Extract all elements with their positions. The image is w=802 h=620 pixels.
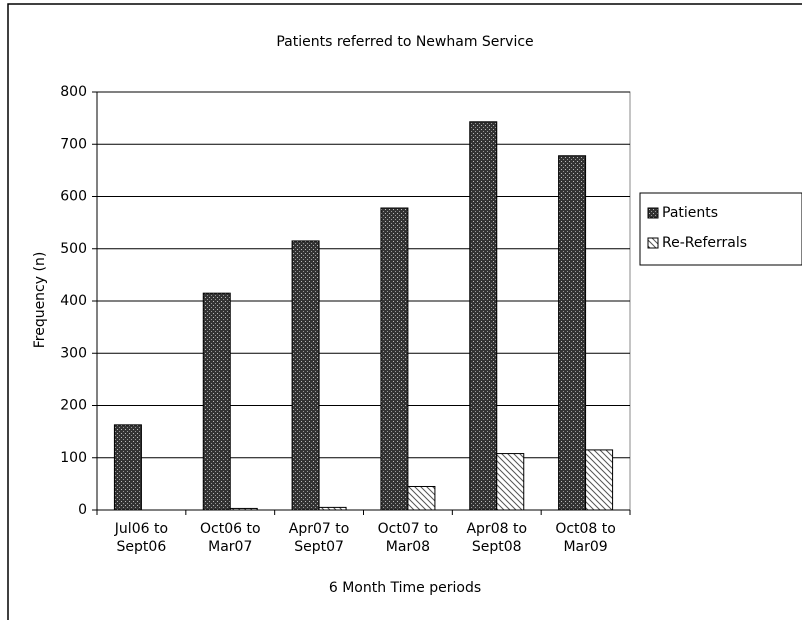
x-axis-title: 6 Month Time periods bbox=[329, 580, 481, 596]
x-tick-label: Apr07 to Sept07 bbox=[288, 521, 350, 555]
chart-title: Patients referred to Newham Service bbox=[276, 34, 533, 50]
y-tick-label: 400 bbox=[60, 293, 87, 309]
bar bbox=[407, 485, 436, 511]
y-tick-label: 0 bbox=[78, 502, 87, 518]
bar bbox=[496, 453, 525, 511]
legend-label: Patients bbox=[662, 205, 718, 221]
x-tick-label: Apr08 to Sept08 bbox=[466, 521, 528, 555]
legend-label: Re-Referrals bbox=[662, 235, 747, 251]
bar bbox=[380, 207, 409, 511]
y-tick-label: 200 bbox=[60, 398, 87, 414]
y-tick-label: 700 bbox=[60, 136, 87, 152]
bar bbox=[585, 449, 614, 511]
y-tick-label: 500 bbox=[60, 241, 87, 257]
y-tick-label: 100 bbox=[60, 450, 87, 466]
bar bbox=[318, 506, 347, 511]
y-tick-label: 800 bbox=[60, 84, 87, 100]
legend-swatch bbox=[647, 237, 659, 249]
y-tick-label: 600 bbox=[60, 189, 87, 205]
bar bbox=[202, 292, 231, 511]
bar bbox=[469, 121, 498, 511]
x-tick-label: Oct08 to Mar09 bbox=[555, 521, 616, 555]
x-tick-label: Oct06 to Mar07 bbox=[199, 521, 261, 555]
bar bbox=[558, 155, 587, 511]
bar bbox=[291, 240, 320, 511]
y-axis-title: Frequency (n) bbox=[32, 252, 48, 349]
x-tick-label: Oct07 to Mar08 bbox=[377, 521, 439, 555]
bar bbox=[229, 507, 258, 511]
x-tick-label: Jul06 to Sept06 bbox=[114, 521, 169, 555]
y-tick-label: 300 bbox=[60, 345, 87, 361]
legend-box bbox=[639, 192, 802, 266]
legend-swatch bbox=[647, 207, 659, 219]
bar bbox=[113, 424, 142, 511]
